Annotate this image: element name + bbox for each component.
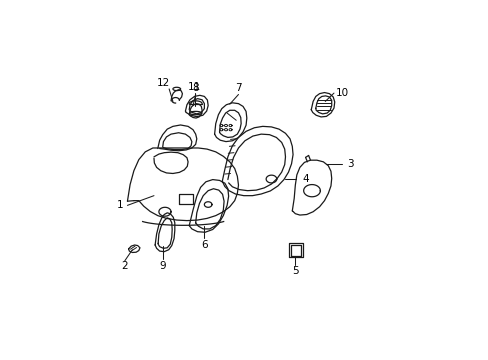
Text: 6: 6 (201, 240, 207, 250)
Text: 1: 1 (116, 201, 123, 210)
Text: 9: 9 (159, 261, 165, 270)
Text: 2: 2 (121, 261, 128, 271)
Text: 10: 10 (335, 88, 348, 98)
Text: 11: 11 (187, 82, 201, 92)
Text: 3: 3 (346, 159, 353, 169)
Text: 4: 4 (302, 174, 308, 184)
Text: 12: 12 (157, 78, 170, 88)
Text: 7: 7 (235, 84, 241, 93)
Text: 5: 5 (291, 266, 298, 276)
Text: 8: 8 (192, 84, 199, 93)
